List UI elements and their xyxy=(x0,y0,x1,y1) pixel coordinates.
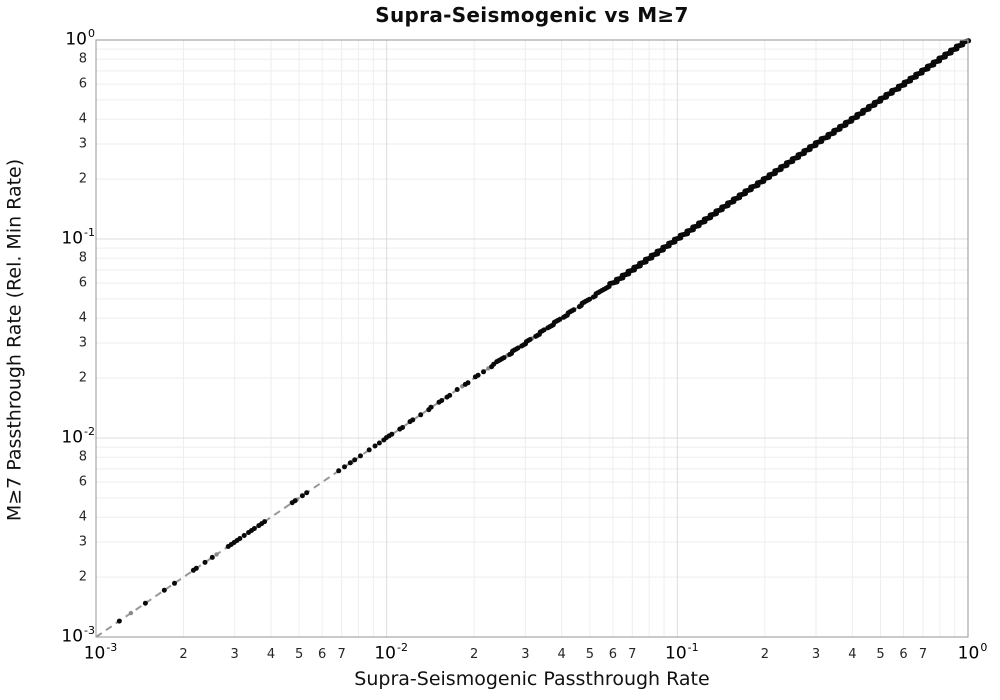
y-minor-tick-label: 3 xyxy=(78,335,87,351)
y-major-tick-label: 10-2 xyxy=(61,425,95,448)
chart-title: Supra-Seismogenic vs M≥7 xyxy=(375,3,689,27)
y-major-tick-label: 10-3 xyxy=(61,624,95,647)
y-minor-tick-label: 2 xyxy=(78,171,87,187)
x-major-tick-label: 100 xyxy=(957,641,988,664)
x-major-tick-label: 10-3 xyxy=(83,641,118,664)
x-minor-tick-label: 7 xyxy=(337,647,346,662)
x-minor-tick-label: 5 xyxy=(585,647,594,662)
x-minor-tick-label: 6 xyxy=(608,647,617,662)
x-minor-tick-label: 3 xyxy=(230,647,239,662)
y-major-tick-label: 10-1 xyxy=(61,226,95,249)
x-minor-tick-label: 4 xyxy=(557,647,566,662)
y-minor-tick-label: 2 xyxy=(78,569,87,585)
x-minor-tick-label: 4 xyxy=(266,647,276,662)
x-minor-tick-label: 2 xyxy=(760,647,769,662)
y-minor-tick-label: 6 xyxy=(78,275,87,291)
y-minor-tick-label: 6 xyxy=(78,76,87,92)
x-minor-tick-label: 2 xyxy=(470,647,479,662)
y-minor-tick-label: 8 xyxy=(78,449,87,465)
y-minor-tick-label: 2 xyxy=(78,370,87,386)
x-minor-tick-label: 5 xyxy=(295,647,304,662)
y-minor-tick-label: 3 xyxy=(78,136,87,152)
y-minor-tick-label: 4 xyxy=(78,509,87,525)
y-axis-label: M≥7 Passthrough Rate (Rel. Min Rate) xyxy=(3,158,26,522)
x-major-tick-label: 10-2 xyxy=(374,641,408,664)
y-minor-tick-label: 4 xyxy=(78,111,87,127)
x-major-tick-label: 10-1 xyxy=(665,641,699,664)
y-minor-tick-label: 3 xyxy=(78,534,87,550)
x-minor-tick-label: 5 xyxy=(876,647,885,662)
x-minor-tick-label: 4 xyxy=(848,647,857,662)
y-minor-tick-label: 8 xyxy=(78,250,87,266)
y-minor-tick-label: 6 xyxy=(78,474,87,490)
x-minor-tick-label: 3 xyxy=(811,647,821,662)
x-minor-tick-label: 3 xyxy=(521,647,530,662)
x-axis-label: Supra-Seismogenic Passthrough Rate xyxy=(354,668,710,690)
y-minor-tick-label: 8 xyxy=(78,51,87,67)
x-minor-tick-label: 6 xyxy=(899,647,908,662)
x-minor-tick-label: 7 xyxy=(628,647,637,662)
x-minor-tick-label: 6 xyxy=(318,647,327,662)
x-minor-tick-label: 2 xyxy=(179,647,188,662)
x-minor-tick-label: 7 xyxy=(918,647,928,662)
y-minor-tick-label: 4 xyxy=(78,310,87,326)
y-major-tick-label: 100 xyxy=(65,27,95,50)
